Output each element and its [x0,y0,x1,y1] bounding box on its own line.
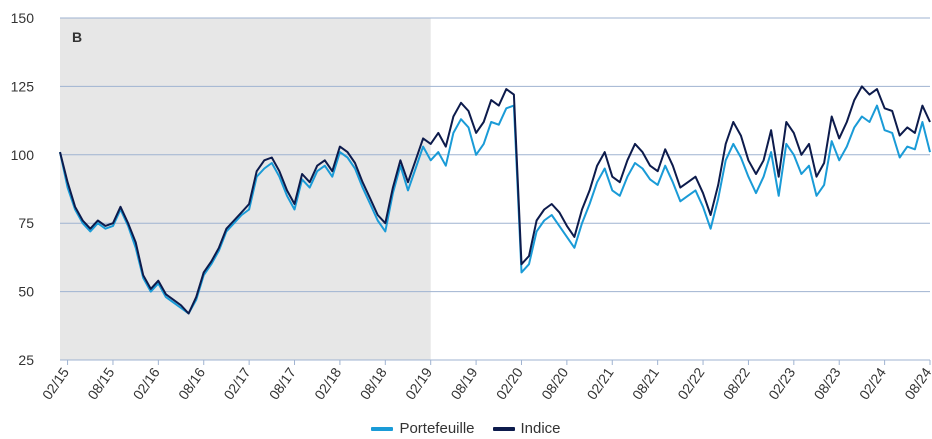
x-tick-label: 02/20 [493,364,526,402]
series-line-portefeuille [59,104,931,315]
x-tick-label: 02/15 [39,364,72,402]
x-tick-label: 02/21 [584,364,617,402]
x-tick-label: 08/22 [720,364,753,402]
legend-item-indice: Indice [492,420,561,437]
x-tick-label: 08/21 [629,364,662,402]
y-tick-label: 75 [18,215,34,231]
x-tick-label: 08/23 [810,364,843,402]
legend: Portefeuille Indice [0,418,932,439]
x-tick-label: 08/20 [538,364,571,402]
shaded-region [60,18,431,360]
y-tick-label: 125 [11,78,35,94]
x-tick-label: 08/19 [447,364,480,402]
y-tick-label: 150 [11,10,35,26]
legend-label-indice: Indice [520,420,561,437]
x-tick-label: 02/24 [856,364,889,402]
x-tick-label: 08/17 [266,364,299,402]
x-tick-label: 02/17 [220,364,253,402]
y-tick-label: 50 [18,284,34,300]
legend-label-portefeuille: Portefeuille [399,420,475,437]
x-axis-ticks: 02/15 08/15 02/16 08/16 02/17 08/17 02/18 08/18… [39,360,932,402]
x-tick-label: 02/16 [130,364,163,402]
legend-item-portefeuille: Portefeuille [371,420,475,437]
x-tick-label: 02/22 [674,364,707,402]
x-tick-label: 02/19 [402,364,435,402]
series-lines [59,85,931,315]
series-line-indice [59,85,931,315]
x-tick-label: 08/15 [84,364,117,402]
y-tick-label: 25 [18,352,34,368]
y-tick-label: 100 [11,147,35,163]
x-tick-label: 08/16 [175,364,208,402]
x-tick-label: 02/23 [765,364,798,402]
annotation-label: B [72,29,82,45]
legend-swatch-indice [492,426,515,431]
legend-swatch-portefeuille [371,426,394,431]
x-tick-label: 02/18 [311,364,344,402]
x-tick-label: 08/24 [901,364,932,402]
gridlines [60,17,930,361]
x-tick-label: 08/18 [357,364,390,402]
y-axis-ticks: 25 50 75 100 125 150 [11,10,35,368]
